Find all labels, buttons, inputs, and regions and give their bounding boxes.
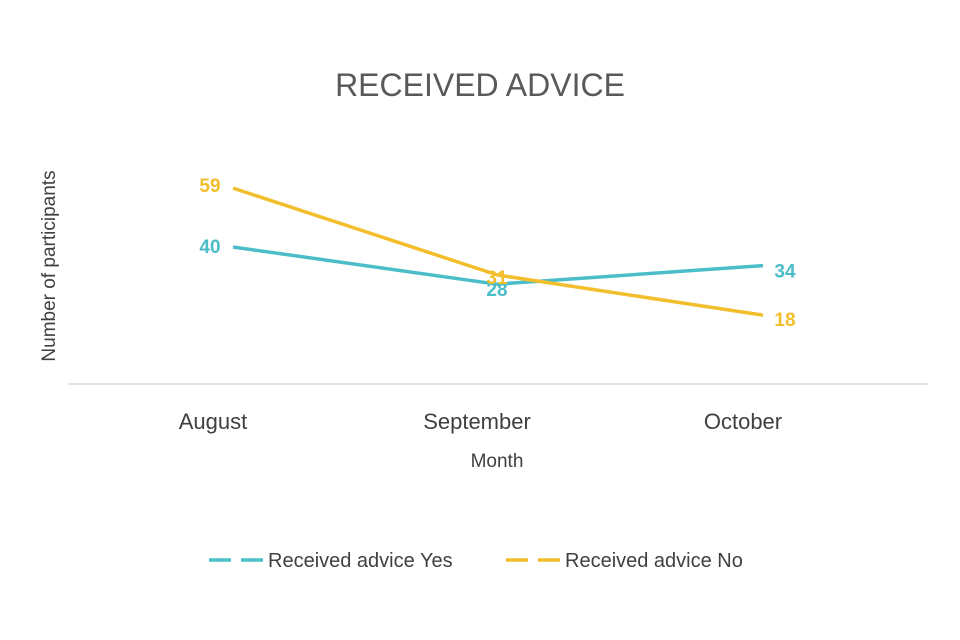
data-label-no-september: 31 [486,268,508,289]
x-tick-label-october: October [704,409,782,434]
series-layer [232,186,764,317]
x-tick-label-august: August [179,409,248,434]
chart-title: RECEIVED ADVICE [335,67,625,103]
data-label-no-august: 59 [199,176,220,197]
data-label-no-october: 18 [774,310,795,331]
x-axis-title: Month [471,451,524,472]
legend: Received advice Yes Received advice No [209,550,743,572]
data-label-yes-october: 34 [774,262,796,283]
series-line-yes [232,245,764,286]
x-tick-label-september: September [423,409,531,434]
series-line-no [232,186,764,317]
x-axis-ticks: August September October [179,409,782,434]
data-label-yes-august: 40 [199,237,220,258]
legend-item-yes: Received advice Yes [209,550,453,572]
legend-label: Received advice Yes [268,550,453,572]
data-label-yes-september: 28 [486,280,507,301]
data-labels: 40 28 34 59 31 18 [199,176,796,331]
legend-label: Received advice No [565,550,743,572]
legend-item-no: Received advice No [506,550,743,572]
y-axis-title: Number of participants [39,170,60,361]
